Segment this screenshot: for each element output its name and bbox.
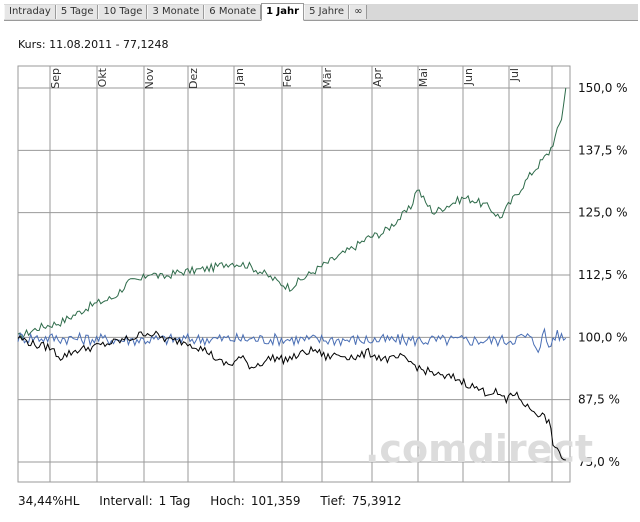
tab-5-tage[interactable]: 5 Tage: [55, 5, 99, 19]
series-line-blue: [17, 327, 567, 354]
month-label: Okt: [96, 67, 109, 87]
comdirect-watermark: .comdirect: [365, 427, 593, 471]
month-label: Sep: [49, 68, 62, 89]
intervall-label: Intervall:: [99, 494, 153, 508]
hoch-value: 101,359: [250, 494, 301, 508]
y-tick-label: 100,0 %: [578, 330, 628, 344]
y-tick-label: 112,5 %: [578, 268, 628, 282]
month-label: Mär: [321, 68, 334, 89]
y-tick-label: 75,0 %: [578, 455, 620, 469]
tab-max[interactable]: ∞: [349, 5, 368, 19]
series-line-green: [17, 87, 567, 340]
hl-percent: 34,44%HL: [18, 494, 80, 508]
tief-label: Tief:: [320, 494, 346, 508]
tab-5-jahre[interactable]: 5 Jahre: [304, 5, 350, 19]
hoch-label: Hoch:: [210, 494, 245, 508]
tab-6-monate[interactable]: 6 Monate: [204, 5, 262, 19]
month-label: Mai: [417, 68, 430, 87]
y-tick-label: 125,0 %: [578, 206, 628, 220]
month-label: Jan: [233, 68, 246, 86]
kurs-label: Kurs: 11.08.2011 - 77,1248: [18, 38, 169, 51]
month-label: Jul: [508, 68, 521, 82]
y-tick-label: 137,5 %: [578, 143, 628, 157]
plot-frame: [17, 65, 571, 483]
month-label: Feb: [281, 68, 294, 87]
month-label: Dez: [187, 68, 200, 89]
period-tabs: Intraday 5 Tage 10 Tage 3 Monate 6 Monat…: [4, 3, 638, 21]
intervall-value: 1 Tag: [158, 494, 191, 508]
y-tick-label: 87,5 %: [578, 393, 620, 407]
month-label: Apr: [371, 68, 384, 88]
tief-value: 75,3912: [351, 494, 402, 508]
tab-3-monate[interactable]: 3 Monate: [147, 5, 205, 19]
tab-intraday[interactable]: Intraday: [4, 5, 56, 19]
chart-footer: 34,44%HL Intervall: 1 Tag Hoch: 101,359 Ti…: [18, 494, 417, 508]
month-label: Jun: [462, 68, 475, 86]
y-tick-label: 150,0 %: [578, 81, 628, 95]
tab-10-tage[interactable]: 10 Tage: [98, 5, 148, 19]
tab-1-jahr[interactable]: 1 Jahr: [261, 3, 305, 21]
series-line-black: [17, 330, 566, 461]
month-label: Nov: [143, 68, 156, 90]
